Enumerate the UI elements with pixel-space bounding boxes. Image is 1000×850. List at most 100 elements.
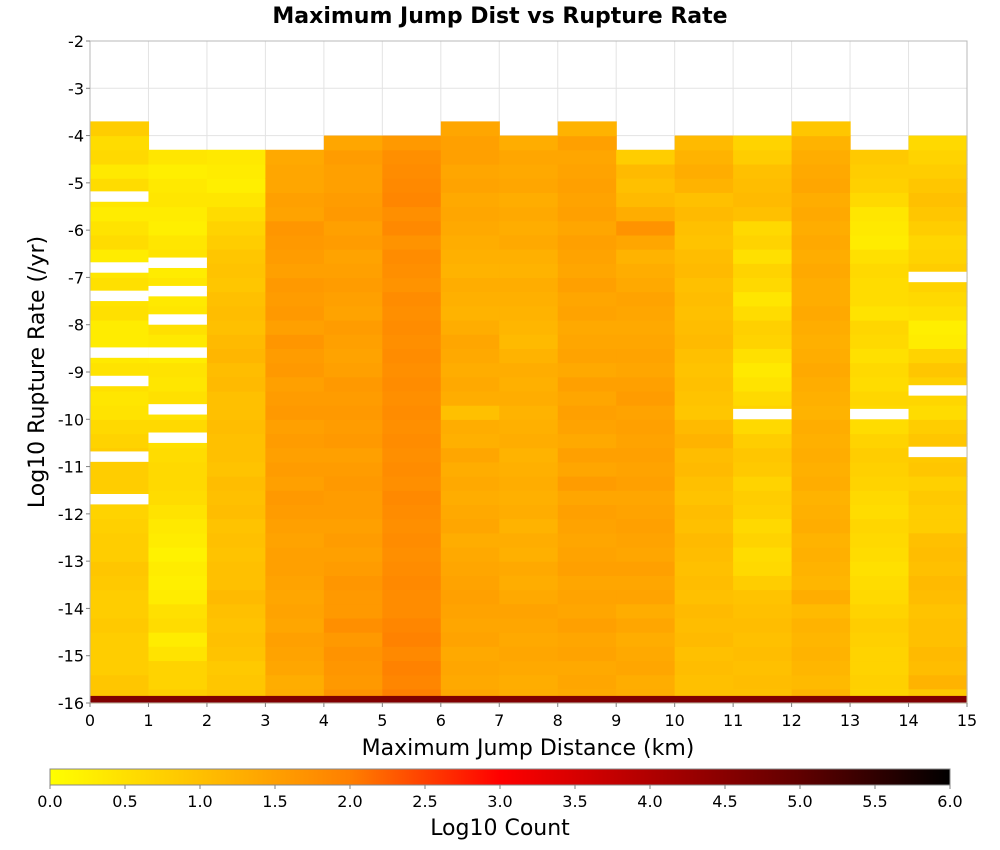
heatmap-cell (908, 646, 968, 662)
heatmap-cell (323, 447, 383, 463)
heatmap-cell (850, 433, 910, 449)
heatmap-cell (148, 362, 208, 378)
colorbar-ticks: 0.0 0.5 1.0 1.5 2.0 2.5 3.0 3.5 4.0 4.5 5.0 5.5 6.0 (37, 785, 963, 811)
heatmap-cell (499, 575, 559, 591)
heatmap-cell (323, 163, 383, 179)
heatmap-cell (206, 277, 266, 293)
heatmap-cell (616, 617, 676, 633)
heatmap-cell (499, 206, 559, 222)
heatmap-cell (791, 561, 851, 576)
heatmap-cell (791, 348, 851, 364)
heatmap-cell (674, 518, 734, 534)
empty-bin (908, 271, 968, 283)
heatmap-cell (674, 532, 734, 548)
y-tick-label: -9 (68, 363, 84, 382)
heatmap-cell (206, 249, 266, 264)
heatmap-cell (850, 660, 910, 676)
heatmap-cell (557, 348, 617, 364)
heatmap-cell (733, 575, 793, 591)
heatmap-cell (791, 249, 851, 264)
heatmap-cell (791, 433, 851, 449)
heatmap-cell (382, 163, 442, 179)
heatmap-cell (382, 461, 442, 477)
empty-bin (90, 451, 150, 462)
heatmap-cell (557, 617, 617, 633)
heatmap-cell (616, 163, 676, 179)
heatmap-cell (499, 518, 559, 534)
heatmap-cell (850, 546, 910, 562)
heatmap-cell (908, 561, 968, 576)
heatmap-cell (791, 476, 851, 491)
heatmap-cell (382, 348, 442, 364)
heatmap-cell (674, 660, 734, 676)
heatmap-cell (382, 234, 442, 250)
heatmap-cell (265, 646, 325, 662)
heatmap-cell (90, 575, 150, 591)
heatmap-cell (557, 504, 617, 520)
heatmap-cell (908, 220, 968, 236)
heatmap-cell (206, 504, 266, 520)
heatmap-cell (557, 376, 617, 392)
heatmap-cell (791, 362, 851, 378)
heatmap-cell (206, 532, 266, 548)
heatmap-cell (206, 518, 266, 534)
heatmap-cell (265, 319, 325, 335)
y-axis-ticks: -2 -3 -4 -5 -6 -7 -8 -9 -10 -11 -12 -13 -14 -15 -16 (58, 32, 90, 713)
heatmap-cell (850, 589, 910, 605)
heatmap-cell (733, 334, 793, 349)
heatmap-cell (206, 319, 266, 335)
chart-title: Maximum Jump Dist vs Rupture Rate (272, 4, 727, 29)
heatmap-cell (148, 603, 208, 619)
heatmap-cell (674, 178, 734, 193)
heatmap-cell (206, 149, 266, 165)
heatmap-cell (674, 334, 734, 349)
heatmap-cell (440, 135, 500, 151)
heatmap-cell (791, 334, 851, 349)
heatmap-cell (90, 135, 150, 151)
heatmap-cell (557, 476, 617, 491)
heatmap-cell (499, 646, 559, 662)
heatmap-cell (148, 561, 208, 576)
heatmap-cell (440, 632, 500, 647)
heatmap-cell (323, 249, 383, 264)
heatmap-cell (908, 163, 968, 179)
heatmap-cell (382, 646, 442, 662)
heatmap-cell (499, 490, 559, 505)
heatmap-cell (148, 149, 208, 165)
heatmap-cell (733, 561, 793, 576)
heatmap-cell (908, 632, 968, 647)
heatmap-cell (557, 178, 617, 193)
heatmap-cell (674, 617, 734, 633)
heatmap-cell (616, 546, 676, 562)
heatmap-cell (791, 490, 851, 505)
heatmap-cell (850, 305, 910, 321)
heatmap-cell (382, 532, 442, 548)
heatmap-cell (733, 490, 793, 505)
heatmap-cell (382, 546, 442, 562)
heatmap-cell (791, 518, 851, 534)
heatmap-cell (674, 348, 734, 364)
heatmap-cell (323, 476, 383, 491)
heatmap-cell (499, 476, 559, 491)
heatmap-cell (557, 220, 617, 236)
heatmap-cell (323, 532, 383, 548)
heatmap-cell (616, 192, 676, 208)
heatmap-cell (382, 390, 442, 406)
heatmap-cell (908, 319, 968, 335)
heatmap-cells (90, 121, 968, 704)
heatmap-cell (382, 504, 442, 520)
heatmap-cell (557, 305, 617, 321)
heatmap-cell (148, 376, 208, 392)
colorbar-label: Log10 Count (430, 816, 570, 841)
heatmap-cell (148, 476, 208, 491)
heatmap-cell (323, 362, 383, 378)
heatmap-cell (733, 504, 793, 520)
x-tick-label: 4 (319, 711, 329, 730)
heatmap-cell (674, 135, 734, 151)
heatmap-cell (850, 646, 910, 662)
heatmap-cell (440, 362, 500, 378)
heatmap-cell (148, 632, 208, 647)
heatmap-cell (850, 263, 910, 279)
heatmap-cell (90, 362, 150, 378)
heatmap-cell (323, 390, 383, 406)
